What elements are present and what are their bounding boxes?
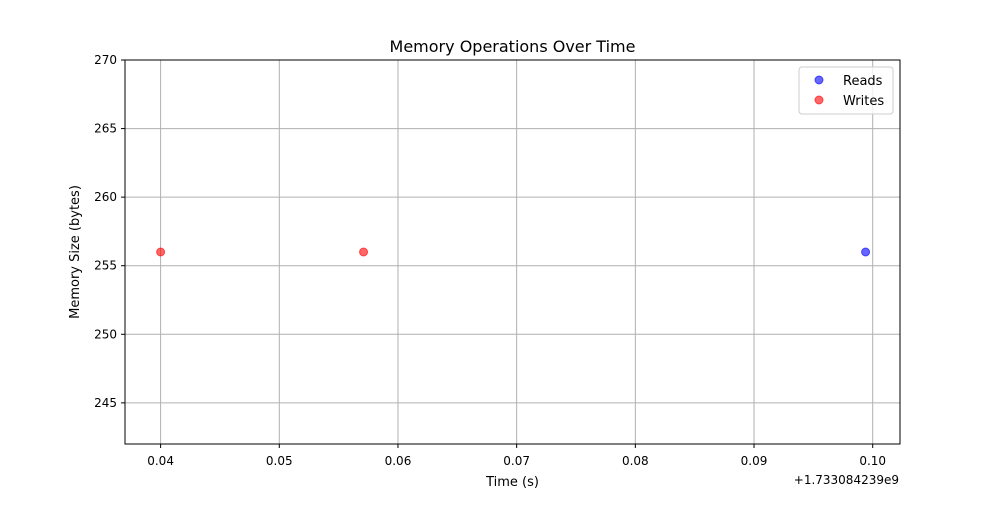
legend-marker-reads bbox=[814, 75, 824, 85]
legend-marker-writes bbox=[814, 95, 824, 105]
y-axis-label: Memory Size (bytes) bbox=[68, 185, 83, 319]
chart-title: Memory Operations Over Time bbox=[390, 37, 636, 56]
y-tick-label: 245 bbox=[94, 396, 117, 410]
legend-label-writes: Writes bbox=[843, 94, 884, 109]
y-tick-label: 255 bbox=[94, 259, 117, 273]
y-tick-label: 260 bbox=[94, 190, 117, 204]
y-tick-label: 265 bbox=[94, 122, 117, 136]
data-point-writes bbox=[156, 247, 166, 257]
x-tick-label: 0.07 bbox=[503, 454, 530, 468]
legend: Reads Writes bbox=[798, 66, 894, 115]
x-tick-label: 0.09 bbox=[741, 454, 768, 468]
y-tick-label: 250 bbox=[94, 327, 117, 341]
x-tick-label: 0.08 bbox=[622, 454, 649, 468]
x-tick-label: 0.06 bbox=[385, 454, 412, 468]
x-tick-label: 0.04 bbox=[147, 454, 174, 468]
x-tick-label: 0.10 bbox=[859, 454, 886, 468]
data-point-writes bbox=[359, 247, 369, 257]
legend-label-reads: Reads bbox=[843, 74, 883, 89]
y-tick-label: 270 bbox=[94, 53, 117, 67]
x-axis-ticks: 0.04 0.05 0.06 0.07 0.08 0.09 0.10 bbox=[147, 444, 886, 468]
x-axis-label: Time (s) bbox=[485, 475, 539, 490]
data-points bbox=[156, 247, 871, 257]
y-axis-ticks: 245 250 255 260 265 270 bbox=[94, 53, 125, 410]
data-point-reads bbox=[861, 247, 871, 257]
grid-lines bbox=[125, 59, 900, 444]
x-tick-label: 0.05 bbox=[266, 454, 293, 468]
plot-frame bbox=[124, 59, 901, 445]
x-axis-offset-label: +1.733084239e9 bbox=[794, 473, 899, 487]
